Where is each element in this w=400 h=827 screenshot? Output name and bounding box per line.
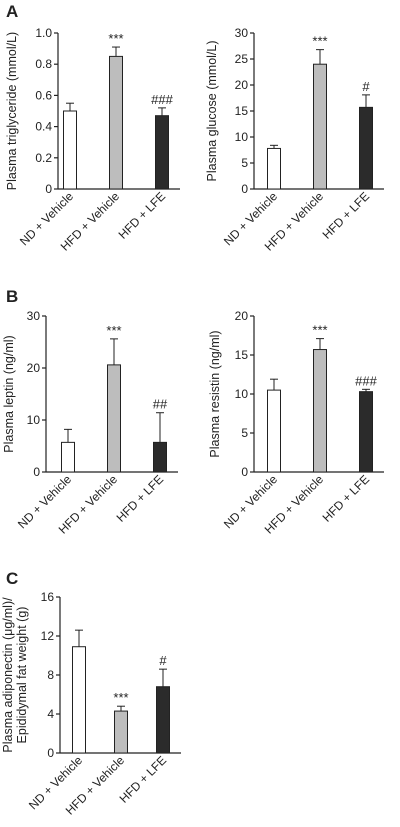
charts-container: 0 0.2 0.4 0.6 0.8 1.0 Plasma triglyceride (mmo… bbox=[1, 26, 384, 818]
bar bbox=[359, 391, 373, 473]
y-axis-label-line: Plasma adiponectin (μg/ml)/ bbox=[1, 597, 15, 753]
y-tick-label: 15 bbox=[235, 348, 249, 362]
significance-label: *** bbox=[108, 31, 123, 46]
bar bbox=[109, 55, 123, 190]
y-tick-label: 10 bbox=[27, 413, 41, 427]
y-tick-label: 20 bbox=[235, 78, 249, 92]
y-axis-label: Plasma triglyceride (mmol/L) bbox=[5, 32, 19, 190]
bar bbox=[267, 147, 281, 190]
significance-label: *** bbox=[113, 690, 128, 705]
significance-label: # bbox=[159, 653, 167, 668]
bar bbox=[313, 349, 327, 473]
bar bbox=[61, 441, 75, 473]
y-tick-label: 1.0 bbox=[35, 26, 52, 40]
y-axis-label-line: Plasma triglyceride (mmol/L) bbox=[5, 32, 19, 190]
y-tick-label: 12 bbox=[41, 629, 55, 643]
bar bbox=[72, 646, 86, 754]
y-axis-label: Plasma resistin (ng/ml) bbox=[208, 330, 222, 457]
y-tick-label: 5 bbox=[241, 156, 248, 170]
y-tick-label: 0 bbox=[47, 746, 54, 760]
y-axis-label: Plasma glucose (mmol/L) bbox=[205, 40, 219, 181]
significance-label: ## bbox=[153, 397, 168, 412]
bar bbox=[114, 710, 128, 754]
y-tick-label: 10 bbox=[235, 130, 249, 144]
panel-label-b: B bbox=[6, 287, 18, 306]
y-tick-label: 0.4 bbox=[35, 120, 52, 134]
significance-label: *** bbox=[106, 323, 121, 338]
y-tick-label: 0.8 bbox=[35, 57, 52, 71]
y-axis-label: Plasma adiponectin (μg/ml)/Epididymal fa… bbox=[1, 597, 29, 753]
significance-label: ### bbox=[355, 373, 377, 388]
y-axis-label-line: Plasma resistin (ng/ml) bbox=[208, 330, 222, 457]
y-axis-label: Plasma leptin (ng/ml) bbox=[2, 335, 16, 452]
significance-label: # bbox=[362, 79, 370, 94]
significance-label: *** bbox=[312, 34, 327, 49]
y-tick-label: 0 bbox=[33, 465, 40, 479]
y-axis-label-line: Epididymal fat weight (g) bbox=[15, 607, 29, 744]
bar bbox=[156, 686, 170, 754]
y-tick-label: 0.2 bbox=[35, 151, 52, 165]
y-tick-label: 10 bbox=[235, 387, 249, 401]
y-tick-label: 5 bbox=[241, 426, 248, 440]
y-tick-label: 20 bbox=[235, 309, 249, 323]
bar bbox=[63, 110, 77, 190]
category-label: HFD + LFE bbox=[116, 189, 169, 242]
chart-1: 0 0.2 0.4 0.6 0.8 1.0 Plasma triglyceride (mmo… bbox=[5, 26, 180, 254]
panel-label-a: A bbox=[6, 2, 18, 21]
y-axis-label-line: Plasma glucose (mmol/L) bbox=[205, 40, 219, 181]
y-tick-label: 30 bbox=[235, 26, 249, 40]
y-tick-label: 0.6 bbox=[35, 88, 52, 102]
y-tick-label: 8 bbox=[47, 668, 54, 682]
y-tick-label: 0 bbox=[241, 465, 248, 479]
panel-label-c: C bbox=[6, 569, 18, 588]
y-tick-label: 30 bbox=[27, 309, 41, 323]
bar bbox=[359, 106, 373, 190]
category-label: HFD + LFE bbox=[320, 189, 373, 242]
bar bbox=[267, 389, 281, 473]
y-tick-label: 0 bbox=[241, 182, 248, 196]
y-tick-label: 4 bbox=[47, 707, 54, 721]
y-tick-label: 15 bbox=[235, 104, 249, 118]
y-axis-label-line: Plasma leptin (ng/ml) bbox=[2, 335, 16, 452]
category-label: HFD + LFE bbox=[114, 472, 167, 525]
significance-label: *** bbox=[312, 323, 327, 338]
category-label: HFD + LFE bbox=[320, 472, 373, 525]
y-tick-label: 0 bbox=[45, 182, 52, 196]
y-tick-label: 25 bbox=[235, 52, 249, 66]
y-tick-label: 20 bbox=[27, 361, 41, 375]
bar bbox=[153, 441, 167, 473]
bar bbox=[155, 115, 169, 190]
bar bbox=[313, 63, 327, 190]
significance-label: ### bbox=[151, 92, 173, 107]
bar bbox=[107, 364, 121, 473]
chart-5: 0 4 8 12 16 Plasma adiponectin (μg/ml)/Epidid… bbox=[1, 590, 181, 818]
y-tick-label: 16 bbox=[41, 590, 55, 604]
